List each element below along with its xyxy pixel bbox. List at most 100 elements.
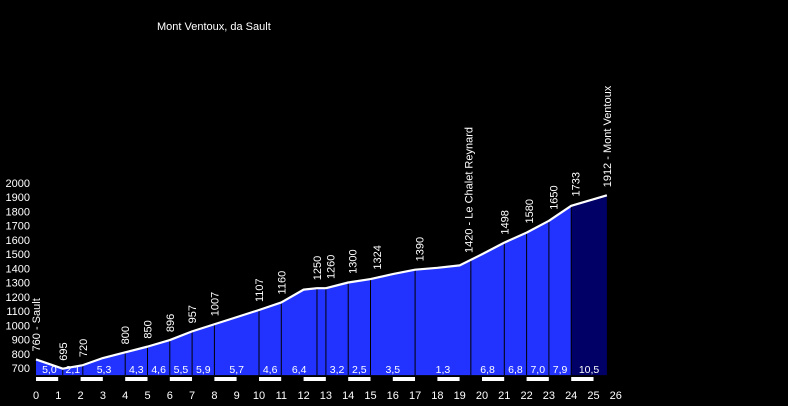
scale-bar-segment <box>36 377 59 381</box>
x-tick-label: 20 <box>476 390 488 402</box>
scale-bar-segment <box>80 377 103 381</box>
gradient-labels: 5,0 2,1 5,3 4,3 4,6 5,5 5,9 5,7 4,6 6,4 3,2 2,5 3,5 1… <box>42 364 599 376</box>
scale-bar-segment <box>348 377 371 381</box>
gradient-label: 10,5 <box>579 364 600 376</box>
profile-segment <box>82 352 126 376</box>
gradient-label: 6,4 <box>292 364 307 376</box>
x-tick-label: 13 <box>320 390 332 402</box>
y-tick-label: 800 <box>12 349 30 361</box>
profile-segment <box>571 195 607 376</box>
elevation-label: 760 - Sault <box>31 298 43 351</box>
x-tick-label: 11 <box>276 390 287 402</box>
profile-segment <box>214 310 259 376</box>
gradient-label: 1,3 <box>436 364 451 376</box>
scale-bar-segment <box>593 377 616 381</box>
profile-segment <box>316 288 326 376</box>
profile-segment <box>415 259 471 376</box>
scale-bar-segment <box>526 377 549 381</box>
scale-bar-segment <box>303 377 326 381</box>
y-tick-label: 1200 <box>6 292 30 304</box>
elevation-label: 896 <box>165 314 177 332</box>
gradient-label: 2,1 <box>65 364 80 376</box>
gradient-label: 5,3 <box>97 364 112 376</box>
gradient-label: 6,8 <box>508 364 523 376</box>
gradient-label: 5,9 <box>196 364 211 376</box>
scale-bar-segment <box>192 377 215 381</box>
profile-segment <box>259 302 282 376</box>
x-tick-label: 25 <box>587 390 599 402</box>
scale-bar-segment <box>169 377 193 381</box>
elevation-label: 850 <box>143 320 155 338</box>
profile-segment <box>526 220 549 376</box>
km-scale-bar <box>36 377 616 381</box>
elevation-labels: 760 - Sault 695 720 800 850 896 957 1007 1107 116… <box>31 85 614 360</box>
profile-area-layer <box>36 195 607 376</box>
elevation-label: 1912 - Mont Ventoux <box>602 85 614 187</box>
scale-bar-segment <box>504 377 527 381</box>
scale-bar-segment <box>214 377 237 381</box>
y-tick-label: 1000 <box>6 320 30 332</box>
gradient-label: 4,6 <box>151 364 166 376</box>
elevation-label: 1390 <box>415 237 427 261</box>
gradient-label: 7,0 <box>530 364 545 376</box>
y-tick-label: 1100 <box>6 306 30 318</box>
x-tick-label: 17 <box>409 390 421 402</box>
elevation-label: 1580 <box>524 199 536 223</box>
elevation-label: 1107 <box>254 278 266 302</box>
scale-bar-segment <box>259 377 282 381</box>
profile-line <box>35 194 608 370</box>
scale-bar-segment <box>571 377 594 381</box>
scale-bar-segment <box>325 377 349 381</box>
scale-bar-segment <box>415 377 438 381</box>
scale-bar-segment <box>125 377 148 381</box>
gradient-label: 3,5 <box>385 364 400 376</box>
elevation-label: 1733 <box>571 172 583 196</box>
elevation-label: 1260 <box>325 255 337 279</box>
x-tick-label: 10 <box>253 390 265 402</box>
x-axis-ticks: 0 1 2 3 4 5 6 7 8 9 10 11 12 13 14 15 16 17 18 19 20 21 22 23 24… <box>33 390 622 402</box>
profile-segment <box>169 331 193 376</box>
y-tick-label: 1700 <box>6 221 30 233</box>
elevation-label: 720 <box>78 339 90 357</box>
gradient-label: 2,5 <box>352 364 367 376</box>
gradient-label: 7,9 <box>553 364 568 376</box>
scale-bar-segment <box>392 377 416 381</box>
y-tick-label: 900 <box>12 335 30 347</box>
scale-bar-segment <box>236 377 259 381</box>
profile-segment <box>281 288 317 376</box>
y-tick-label: 1800 <box>6 206 30 218</box>
elevation-label: 1420 - Le Chalet Reynard <box>464 127 476 253</box>
x-tick-label: 9 <box>234 390 240 402</box>
x-tick-label: 22 <box>520 390 532 402</box>
y-tick-label: 2000 <box>6 178 30 190</box>
gradient-label: 4,3 <box>129 364 144 376</box>
scale-bar-segment <box>58 377 81 381</box>
x-tick-label: 15 <box>364 390 376 402</box>
y-tick-label: 1300 <box>6 278 30 290</box>
profile-segment <box>370 269 416 376</box>
profile-segment <box>192 324 215 376</box>
elevation-label: 695 <box>58 342 70 360</box>
gradient-label: 5,5 <box>174 364 189 376</box>
x-tick-label: 7 <box>189 390 195 402</box>
segment-separators <box>62 205 572 376</box>
y-tick-label: 1400 <box>6 263 30 275</box>
x-tick-label: 8 <box>211 390 217 402</box>
y-tick-label: 1600 <box>6 235 30 247</box>
x-tick-label: 24 <box>565 390 577 402</box>
elevation-label: 957 <box>187 305 199 323</box>
elevation-label: 1160 <box>276 271 288 295</box>
x-tick-label: 14 <box>342 390 354 402</box>
y-axis-ticks: 700 800 900 1000 1100 1200 1300 1400 1500 1600 170… <box>6 178 30 375</box>
x-tick-label: 5 <box>144 390 150 402</box>
scale-bar-segment <box>459 377 482 381</box>
gradient-label: 5,0 <box>42 364 57 376</box>
elevation-label: 1250 <box>312 256 324 280</box>
scale-bar-segment <box>102 377 126 381</box>
profile-segment <box>504 232 527 376</box>
elevation-label: 1498 <box>499 210 511 234</box>
elevation-label: 1300 <box>348 249 360 273</box>
scale-bar-segment <box>482 377 505 381</box>
profile-segment <box>325 282 349 376</box>
